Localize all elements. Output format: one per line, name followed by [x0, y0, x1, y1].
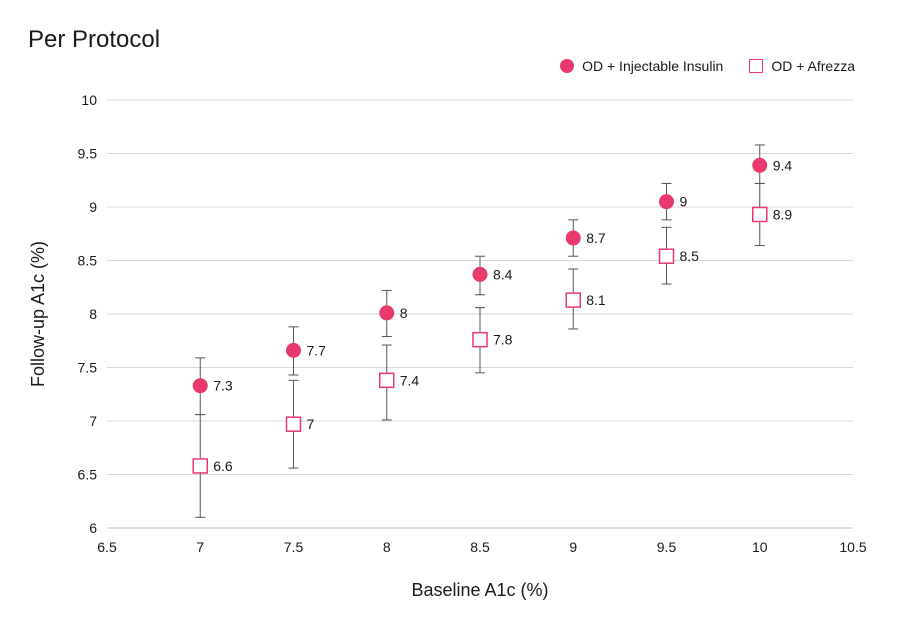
legend-label-injectable: OD + Injectable Insulin: [582, 58, 724, 74]
data-point-square: [192, 458, 208, 474]
data-label: 8.7: [586, 230, 606, 246]
y-tick-label: 7: [89, 413, 97, 429]
data-label: 6.6: [213, 458, 233, 474]
data-point-square: [379, 372, 395, 389]
legend-label-afrezza: OD + Afrezza: [771, 58, 855, 74]
y-tick-label: 8: [89, 306, 97, 322]
y-tick-label: 10: [81, 92, 97, 108]
legend-item-injectable: OD + Injectable Insulin: [560, 58, 723, 74]
data-point-square: [472, 331, 488, 348]
data-marks: 7.3 7.7 8 8.4 8.7 9 9.4 6.6 7 7.4 7.8 8.1 8.5 8.9: [192, 144, 793, 518]
data-label: 8: [400, 305, 408, 321]
y-tick-label: 8.5: [78, 253, 98, 269]
x-tick-label: 7.5: [284, 539, 304, 555]
filled-circle-marker-icon: [560, 59, 575, 73]
x-tick-label: 10.5: [839, 539, 866, 555]
data-label: 7.7: [307, 342, 327, 358]
x-axis-title: Baseline A1c (%): [411, 580, 548, 600]
data-label: 9.4: [773, 157, 793, 173]
y-tick-label: 6.5: [78, 467, 98, 483]
y-tick-label: 9: [89, 199, 97, 215]
x-tick-label: 8.5: [470, 539, 490, 555]
x-tick-label: 7: [196, 539, 204, 555]
chart-title: Per Protocol: [28, 26, 161, 53]
y-axis-ticks: 6 6.5 7 7.5 8 8.5 9 9.5 10: [78, 92, 98, 536]
data-point-circle: [659, 194, 674, 210]
data-label: 7.8: [493, 332, 513, 348]
y-tick-label: 9.5: [78, 146, 98, 162]
data-point-circle: [752, 157, 768, 173]
x-tick-label: 9: [569, 539, 577, 555]
x-tick-label: 6.5: [97, 539, 117, 555]
data-point-square: [285, 416, 302, 432]
y-axis-title: Follow-up A1c (%): [28, 241, 48, 387]
data-point-circle: [286, 342, 301, 358]
data-label: 9: [680, 194, 688, 210]
data-label: 8.5: [680, 248, 700, 264]
legend-item-afrezza: OD + Afrezza: [749, 58, 855, 74]
data-label: 8.4: [493, 266, 513, 282]
data-point-circle: [192, 378, 208, 394]
data-point-circle: [472, 266, 488, 282]
data-point-square: [565, 292, 581, 308]
data-point-circle: [565, 230, 581, 246]
data-point-circle: [379, 305, 395, 321]
x-tick-label: 8: [383, 539, 391, 555]
data-label: 8.1: [586, 292, 606, 308]
x-axis-ticks: 6.5 7 7.5 8 8.5 9 9.5 10 10.5: [97, 539, 867, 555]
data-label: 7.3: [213, 378, 233, 394]
data-label: 7.4: [400, 372, 420, 388]
data-point-square: [752, 206, 768, 223]
x-tick-label: 10: [752, 539, 768, 555]
legend: OD + Injectable Insulin OD + Afrezza: [534, 58, 855, 74]
data-label: 7: [307, 416, 315, 432]
x-tick-label: 9.5: [657, 539, 677, 555]
data-label: 8.9: [773, 206, 793, 222]
data-point-square: [658, 248, 675, 264]
open-square-marker-icon: [749, 59, 764, 73]
y-tick-label: 7.5: [78, 360, 98, 376]
y-tick-label: 6: [89, 520, 97, 536]
